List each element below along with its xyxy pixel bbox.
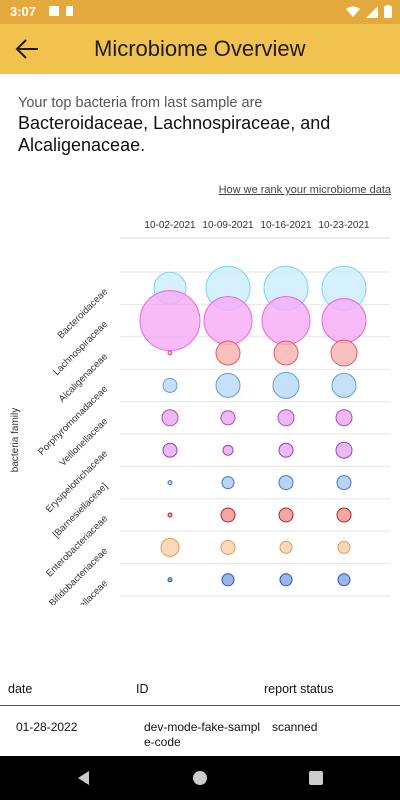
row-id: dev-mode-fake-sample-code xyxy=(144,720,261,749)
bubble[interactable] xyxy=(167,577,173,583)
bubble[interactable] xyxy=(272,371,300,399)
bubble[interactable] xyxy=(331,372,357,398)
row-date: 01-28-2022 xyxy=(16,720,78,734)
status-system-icons xyxy=(346,5,392,18)
bubble[interactable] xyxy=(337,573,351,587)
bubble[interactable] xyxy=(278,475,294,491)
bubble[interactable] xyxy=(221,476,235,490)
bubble[interactable] xyxy=(161,409,179,427)
nav-recents-icon[interactable] xyxy=(306,768,326,788)
bubble[interactable] xyxy=(162,377,178,393)
bubble-chart: 10-02-2021 10-09-2021 10-16-2021 10-23-2021… xyxy=(10,220,390,605)
date-label: 10-16-2021 xyxy=(260,220,312,231)
bubble[interactable] xyxy=(330,339,358,367)
id-column-header: ID xyxy=(136,682,149,696)
bubble[interactable] xyxy=(203,296,253,346)
bubble[interactable] xyxy=(167,480,173,486)
bubble[interactable] xyxy=(279,573,293,587)
date-label: 10-09-2021 xyxy=(202,220,254,231)
bubble[interactable] xyxy=(220,539,236,555)
wifi-icon xyxy=(346,6,360,17)
status-column-header: report status xyxy=(264,682,334,696)
bubble[interactable] xyxy=(160,537,180,557)
bubble[interactable] xyxy=(222,444,234,456)
date-label: 10-23-2021 xyxy=(318,220,370,231)
sd-card-icon xyxy=(66,6,73,16)
bubble[interactable] xyxy=(321,298,367,344)
bubble[interactable] xyxy=(278,442,294,458)
bubble[interactable] xyxy=(335,441,353,459)
bubble[interactable] xyxy=(221,573,235,587)
bubble[interactable] xyxy=(215,340,241,366)
date-label: 10-02-2021 xyxy=(144,220,196,231)
status-time: 3:07 xyxy=(10,4,37,19)
signal-icon xyxy=(366,5,378,18)
app-bar: Microbiome Overview xyxy=(0,24,400,74)
bubble[interactable] xyxy=(220,507,236,523)
bubble[interactable] xyxy=(336,475,352,491)
notification-square-icon xyxy=(49,6,59,16)
samples-table-header: date ID report status xyxy=(0,678,400,706)
row-status: scanned xyxy=(272,720,318,734)
bubble[interactable] xyxy=(220,410,236,426)
ranking-info-link[interactable]: How we rank your microbiome data xyxy=(218,184,391,196)
nav-home-icon[interactable] xyxy=(190,768,210,788)
intro-text: Your top bacteria from last sample are xyxy=(18,95,263,111)
battery-icon xyxy=(384,5,392,18)
bubble[interactable] xyxy=(162,442,178,458)
bubble[interactable] xyxy=(167,512,173,518)
family-label: Bifidobacteriaceae xyxy=(47,546,110,605)
bubble[interactable] xyxy=(215,372,241,398)
status-notification-icons xyxy=(48,5,76,17)
top-bacteria-text: Bacteroidaceae, Lachnospiraceae, and Alc… xyxy=(18,113,331,155)
table-row[interactable]: 01-28-2022 dev-mode-fake-sample-code sca… xyxy=(0,716,400,756)
bubble[interactable] xyxy=(277,409,295,427)
bubble[interactable] xyxy=(336,507,352,523)
bubble[interactable] xyxy=(279,540,293,554)
bubble[interactable] xyxy=(337,540,351,554)
date-column-header: date xyxy=(8,682,33,696)
y-axis-label: bacteria family xyxy=(10,408,21,472)
bubble[interactable] xyxy=(139,290,201,352)
status-bar: 3:07 xyxy=(0,0,400,24)
back-arrow-icon[interactable] xyxy=(12,34,42,64)
bubble[interactable] xyxy=(167,350,173,356)
bubble[interactable] xyxy=(278,507,294,523)
nav-back-icon[interactable] xyxy=(74,768,94,788)
navigation-bar xyxy=(0,756,400,800)
bubble[interactable] xyxy=(273,340,299,366)
bubble[interactable] xyxy=(261,296,311,346)
page-title: Microbiome Overview xyxy=(94,36,306,61)
family-label: Enterobacteriaceae xyxy=(44,513,110,579)
bubble[interactable] xyxy=(335,409,353,427)
